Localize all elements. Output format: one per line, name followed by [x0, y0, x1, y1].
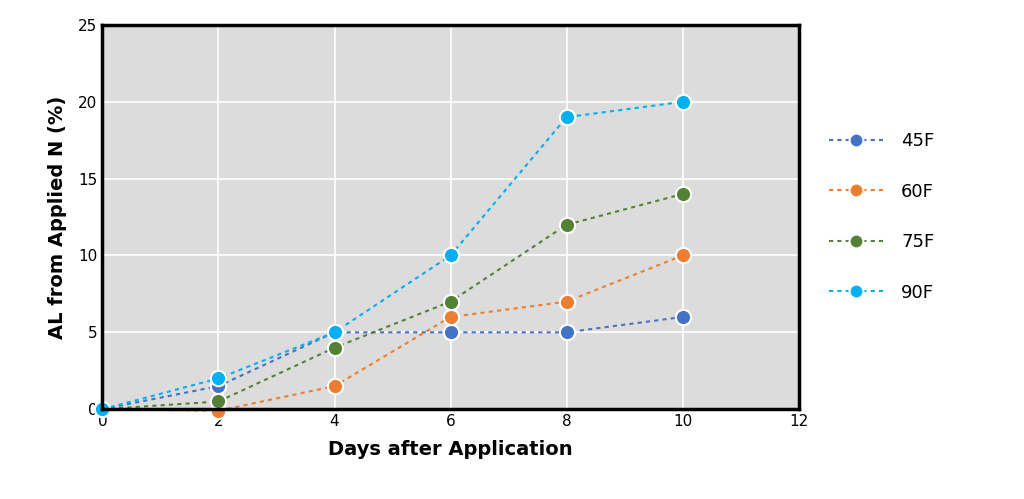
X-axis label: Days after Application: Days after Application: [329, 440, 572, 459]
Legend: 45F, 60F, 75F, 90F: 45F, 60F, 75F, 90F: [821, 125, 942, 309]
Y-axis label: AL from Applied N (%): AL from Applied N (%): [48, 95, 68, 339]
